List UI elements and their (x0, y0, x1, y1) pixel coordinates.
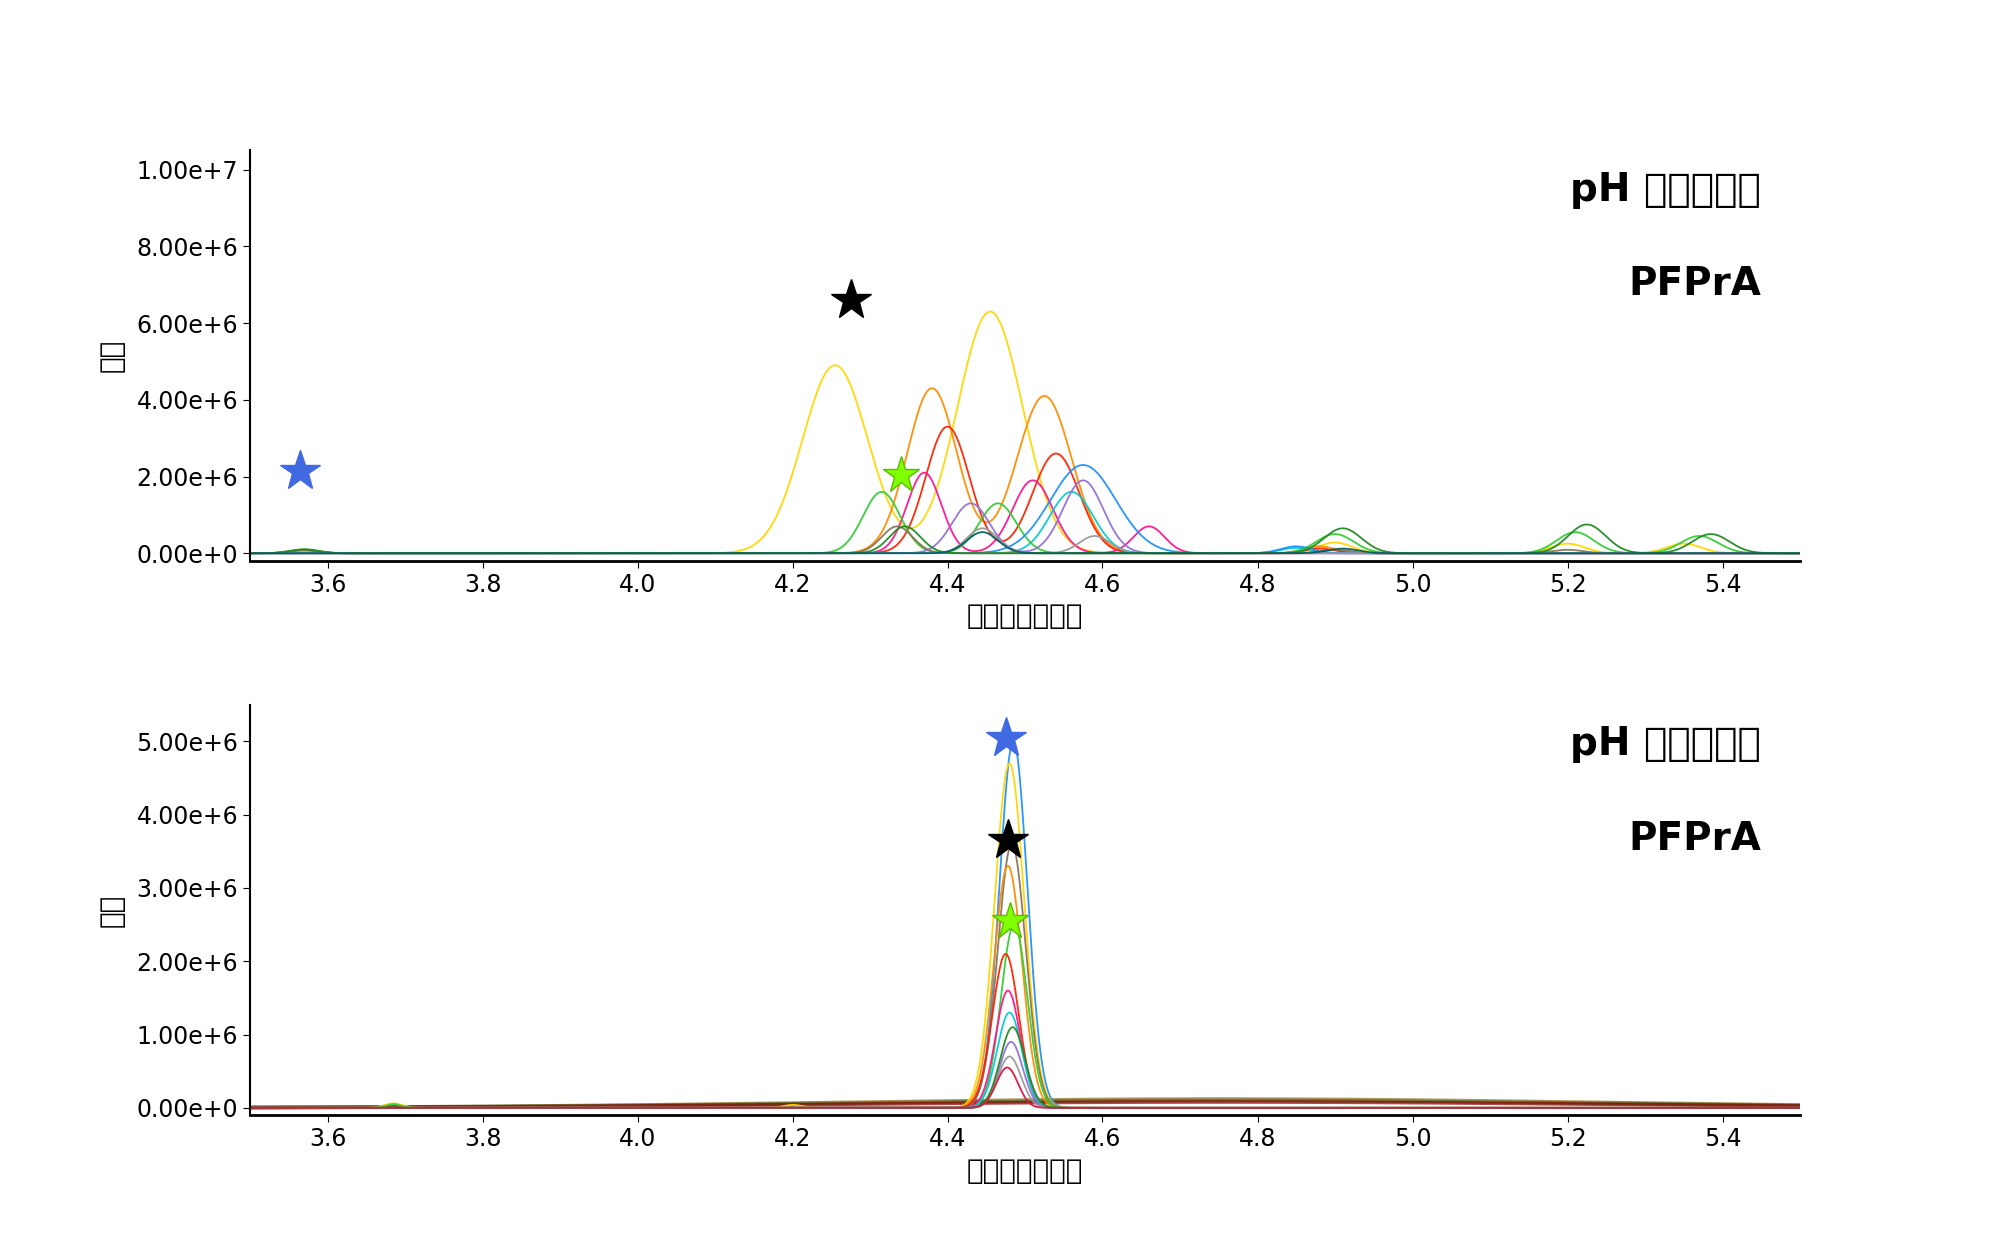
Text: PFPrA: PFPrA (1628, 266, 1762, 303)
Text: pH 調整なしの: pH 調整なしの (1570, 170, 1762, 209)
Text: pH 調整ありの: pH 調整ありの (1570, 725, 1762, 763)
X-axis label: 保持時間（分）: 保持時間（分） (966, 603, 1084, 630)
Text: PFPrA: PFPrA (1628, 819, 1762, 857)
Y-axis label: 強度: 強度 (98, 893, 126, 926)
X-axis label: 保持時間（分）: 保持時間（分） (966, 1157, 1084, 1184)
Y-axis label: 強度: 強度 (98, 340, 126, 372)
